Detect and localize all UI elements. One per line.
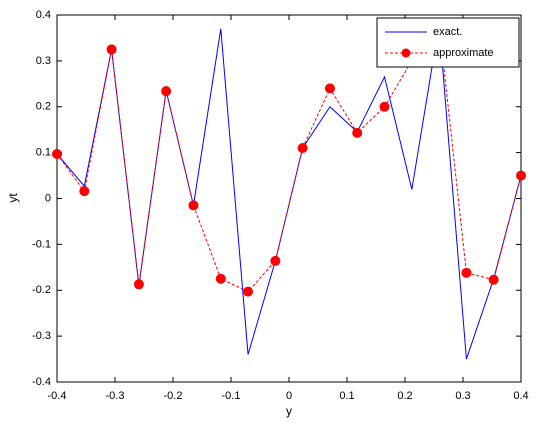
data-point bbox=[297, 143, 308, 154]
x-tick-label: 0.2 bbox=[397, 390, 412, 402]
y-tick-label: -0.1 bbox=[32, 238, 51, 250]
data-point bbox=[79, 186, 90, 197]
x-tick-label: -0.2 bbox=[164, 390, 183, 402]
data-point bbox=[379, 101, 390, 112]
x-axis-label: y bbox=[286, 404, 292, 418]
y-tick-label: -0.3 bbox=[32, 330, 51, 342]
x-tick-label: -0.4 bbox=[48, 390, 67, 402]
data-point bbox=[188, 200, 199, 211]
y-tick-label: 0.3 bbox=[36, 55, 51, 67]
legend-marker bbox=[401, 48, 411, 58]
data-point bbox=[324, 83, 335, 94]
x-tick-label: 0 bbox=[286, 390, 292, 402]
legend-label: approximate bbox=[433, 47, 494, 59]
data-point bbox=[352, 127, 363, 138]
data-point bbox=[106, 44, 117, 55]
x-tick-label: 0.3 bbox=[455, 390, 470, 402]
x-tick-label: -0.1 bbox=[222, 390, 241, 402]
data-point bbox=[133, 279, 144, 290]
data-point bbox=[52, 149, 62, 160]
x-tick-label: 0.1 bbox=[339, 390, 354, 402]
y-axis-label: yt bbox=[6, 193, 20, 203]
y-tick-label: 0.2 bbox=[36, 101, 51, 113]
legend-box bbox=[376, 17, 520, 68]
y-tick-label: 0 bbox=[45, 192, 51, 204]
data-point bbox=[516, 170, 526, 181]
data-point bbox=[243, 286, 254, 297]
y-tick-label: 0.1 bbox=[36, 147, 51, 159]
data-point bbox=[270, 255, 281, 266]
data-point bbox=[161, 86, 172, 97]
x-tick-label: -0.3 bbox=[106, 390, 125, 402]
data-point bbox=[461, 267, 472, 278]
legend-label: exact. bbox=[433, 26, 462, 38]
x-tick-label: 0.4 bbox=[513, 390, 528, 402]
data-point bbox=[488, 274, 499, 285]
plot-area bbox=[56, 14, 522, 383]
y-tick-label: 0.4 bbox=[36, 9, 51, 21]
y-tick-label: -0.2 bbox=[32, 284, 51, 296]
y-tick-label: -0.4 bbox=[32, 376, 51, 388]
data-point bbox=[215, 273, 226, 284]
